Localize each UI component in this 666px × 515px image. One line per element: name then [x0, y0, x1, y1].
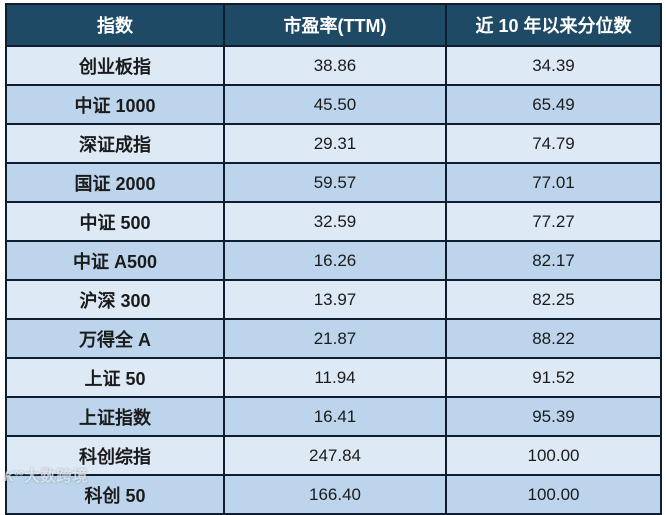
table-row: 深证成指 29.31 74.79: [5, 123, 662, 164]
index-name-cell: 万得全 A: [5, 318, 225, 359]
index-name-cell: 中证 500: [5, 201, 225, 242]
pe-value-cell: 16.41: [223, 396, 447, 437]
header-row: 指数 市盈率(TTM) 近 10 年以来分位数: [5, 3, 662, 47]
pe-value-cell: 29.31: [223, 123, 447, 164]
percentile-value-cell: 91.52: [445, 357, 662, 398]
pe-value-cell: 13.97: [223, 279, 447, 320]
table-row: 万得全 A 21.87 88.22: [5, 318, 662, 359]
percentile-value-cell: 34.39: [445, 45, 662, 86]
pe-value-cell: 32.59: [223, 201, 447, 242]
percentile-value-cell: 82.25: [445, 279, 662, 320]
index-valuation-table: 指数 市盈率(TTM) 近 10 年以来分位数 创业板指 38.86 34.39…: [5, 3, 662, 515]
index-name-cell: 创业板指: [5, 45, 225, 86]
pe-value-cell: 38.86: [223, 45, 447, 86]
percentile-value-cell: 95.39: [445, 396, 662, 437]
column-header-percentile: 近 10 年以来分位数: [445, 3, 662, 47]
index-name-cell: 科创 50: [5, 474, 225, 515]
index-name-cell: 国证 2000: [5, 162, 225, 203]
percentile-value-cell: 100.00: [445, 474, 662, 515]
percentile-value-cell: 77.01: [445, 162, 662, 203]
index-name-cell: 上证 50: [5, 357, 225, 398]
percentile-value-cell: 65.49: [445, 84, 662, 125]
pe-value-cell: 45.50: [223, 84, 447, 125]
index-name-cell: 沪深 300: [5, 279, 225, 320]
table-row: 沪深 300 13.97 82.25: [5, 279, 662, 320]
table-row: 上证 50 11.94 91.52: [5, 357, 662, 398]
percentile-value-cell: 100.00: [445, 435, 662, 476]
column-header-pe-ttm: 市盈率(TTM): [223, 3, 447, 47]
pe-value-cell: 11.94: [223, 357, 447, 398]
table-row: 上证指数 16.41 95.39: [5, 396, 662, 437]
table-row: 国证 2000 59.57 77.01: [5, 162, 662, 203]
index-name-cell: 科创综指: [5, 435, 225, 476]
pe-value-cell: 247.84: [223, 435, 447, 476]
pe-value-cell: 59.57: [223, 162, 447, 203]
pe-value-cell: 166.40: [223, 474, 447, 515]
data-table: 指数 市盈率(TTM) 近 10 年以来分位数 创业板指 38.86 34.39…: [5, 3, 662, 515]
column-header-index: 指数: [5, 3, 225, 47]
index-name-cell: 中证 A500: [5, 240, 225, 281]
pe-value-cell: 21.87: [223, 318, 447, 359]
index-name-cell: 上证指数: [5, 396, 225, 437]
index-name-cell: 中证 1000: [5, 84, 225, 125]
table-row: 中证 A500 16.26 82.17: [5, 240, 662, 281]
percentile-value-cell: 74.79: [445, 123, 662, 164]
table-row: 科创综指 247.84 100.00: [5, 435, 662, 476]
table-row: 创业板指 38.86 34.39: [5, 45, 662, 86]
index-name-cell: 深证成指: [5, 123, 225, 164]
percentile-value-cell: 82.17: [445, 240, 662, 281]
table-row: 科创 50 166.40 100.00: [5, 474, 662, 515]
percentile-value-cell: 77.27: [445, 201, 662, 242]
percentile-value-cell: 88.22: [445, 318, 662, 359]
table-row: 中证 1000 45.50 65.49: [5, 84, 662, 125]
table-row: 中证 500 32.59 77.27: [5, 201, 662, 242]
pe-value-cell: 16.26: [223, 240, 447, 281]
